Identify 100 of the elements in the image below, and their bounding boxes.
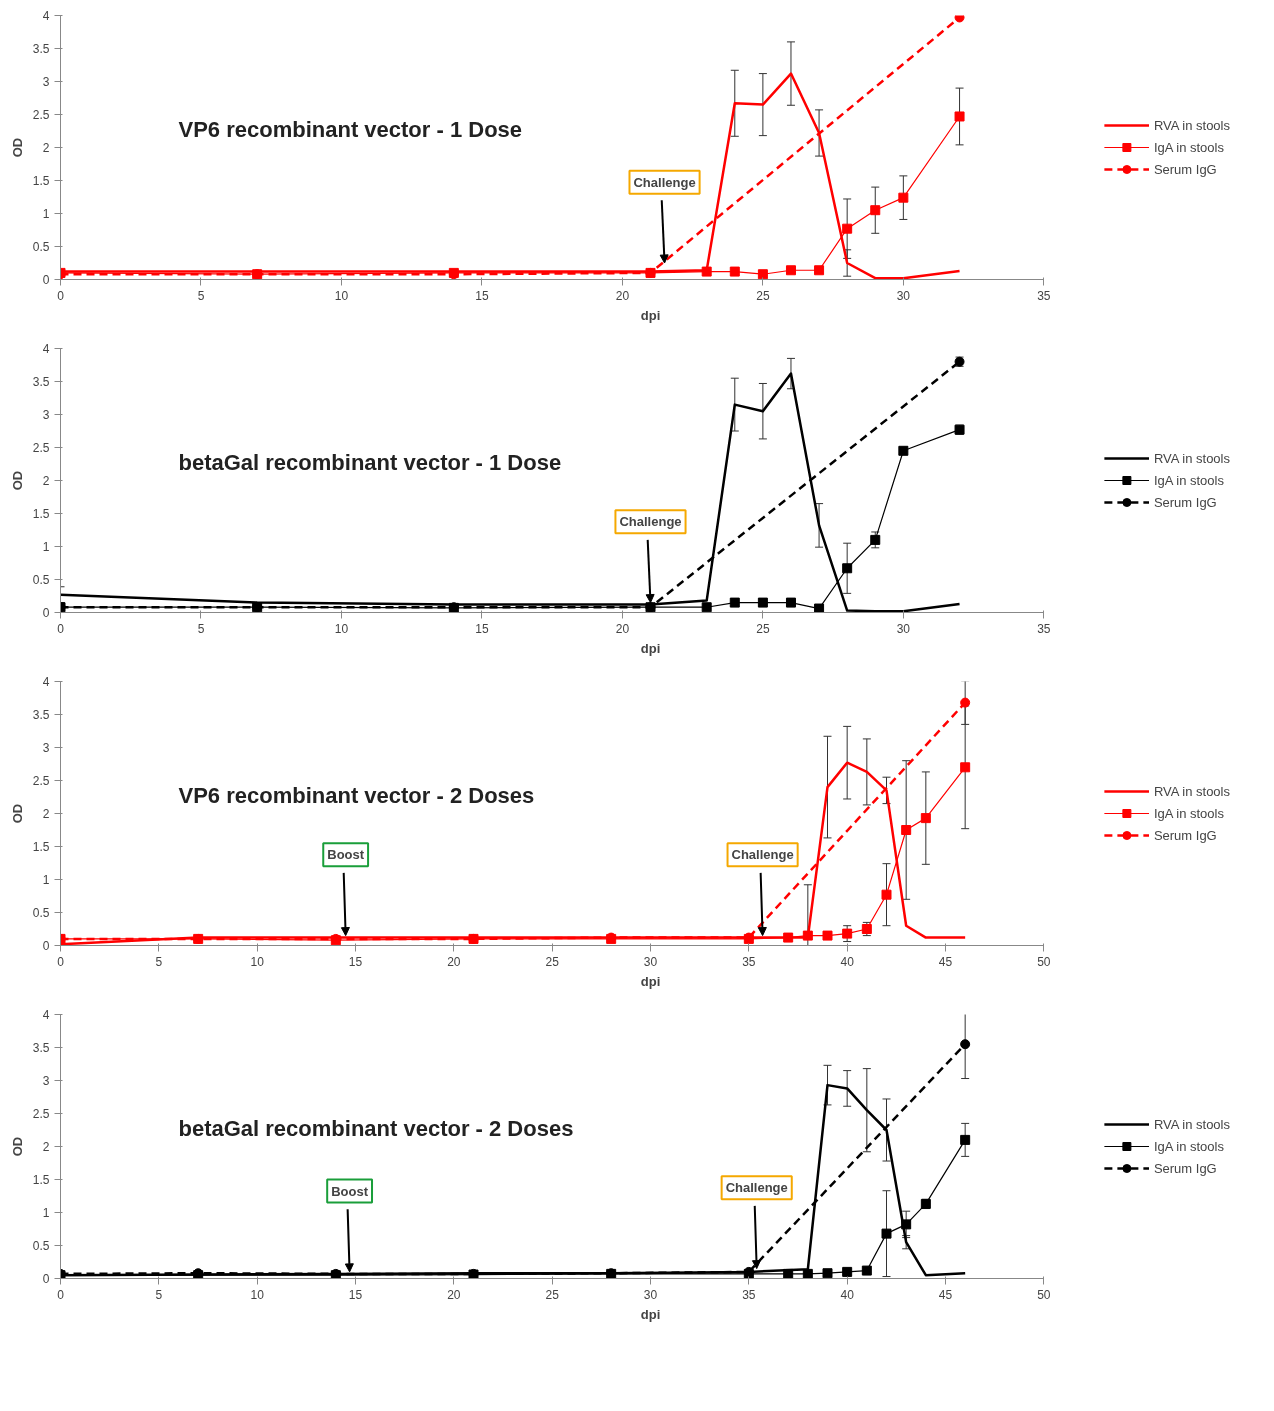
legend-label: Serum IgG [1153,161,1217,177]
y-tick-label: 1.5 [32,1173,50,1187]
y-tick-label: 0.5 [32,240,50,254]
x-tick-label: 35 [742,1287,756,1302]
y-tick-label: 3 [42,1074,50,1088]
x-axis-title: dpi [640,640,661,656]
y-tick-label: 0.5 [32,906,50,920]
text: betaGal recombinant vector - 1 Dose [178,450,562,476]
annotation: Challenge [725,1180,788,1196]
legend-label: RVA in stools [1153,117,1230,133]
y-tick-label: 2 [42,807,50,821]
x-tick-label: 15 [348,954,363,969]
x-tick-label: 0 [57,621,65,636]
y-tick-label: 0 [42,939,50,953]
legend-label: IgA in stools [1153,139,1224,155]
x-tick-label: 10 [250,1287,265,1302]
legend-label: IgA in stools [1153,472,1224,488]
legend-label: Serum IgG [1153,494,1217,510]
y-tick-label: 0.5 [32,573,50,587]
x-tick-label: 5 [197,288,205,303]
x-tick-label: 20 [447,1287,461,1302]
x-tick-label: 35 [742,954,756,969]
y-tick-label: 3 [42,408,50,422]
y-tick-label: 1 [42,207,50,221]
text: VP6 recombinant vector - 1 Dose [178,117,523,143]
x-tick-label: 20 [615,288,630,303]
y-tick-label: 3.5 [32,42,50,56]
y-tick-label: 2.5 [32,441,50,455]
x-tick-label: 40 [840,954,855,969]
x-tick-label: 30 [896,621,911,636]
y-tick-label: 3 [42,741,50,755]
annotation: Boost [327,847,365,863]
text: betaGal recombinant vector - 2 Doses [178,1116,574,1142]
y-tick-label: 2 [42,1140,50,1154]
x-tick-label: 35 [1037,288,1051,303]
x-tick-label: 0 [57,954,65,969]
annotation: Challenge [633,174,696,190]
y-tick-label: 2.5 [32,774,50,788]
x-tick-label: 10 [334,288,349,303]
legend-label: IgA in stools [1153,805,1224,821]
x-tick-label: 25 [545,1287,560,1302]
legend-label: Serum IgG [1153,827,1217,843]
y-axis-title: OD [9,137,25,158]
x-tick-label: 30 [896,288,911,303]
text: VP6 recombinant vector - 2 Doses [178,783,535,809]
x-axis-title: dpi [640,307,661,323]
y-axis-title: OD [9,803,25,824]
y-tick-label: 4 [42,675,50,689]
annotation: Challenge [619,514,682,530]
y-tick-label: 1.5 [32,174,50,188]
x-tick-label: 40 [840,1287,855,1302]
y-tick-label: 2.5 [32,108,50,122]
annotation: Boost [331,1183,369,1199]
y-tick-label: 1 [42,873,50,887]
y-tick-label: 0 [42,273,50,287]
x-tick-label: 20 [447,954,461,969]
y-tick-label: 0.5 [32,1239,50,1253]
x-tick-label: 15 [348,1287,363,1302]
legend-label: Serum IgG [1153,1160,1217,1176]
x-tick-label: 25 [756,621,770,636]
annotation: Challenge [731,847,794,863]
x-tick-label: 15 [475,288,489,303]
x-tick-label: 0 [57,1287,65,1302]
y-tick-label: 3.5 [32,375,50,389]
legend-label: RVA in stools [1153,1116,1230,1132]
y-tick-label: 1 [42,540,50,554]
y-tick-label: 1.5 [32,507,50,521]
x-tick-label: 35 [1037,621,1051,636]
y-tick-label: 4 [42,9,50,23]
x-tick-label: 5 [155,954,163,969]
x-tick-label: 30 [643,1287,658,1302]
y-tick-label: 1 [42,1206,50,1220]
x-tick-label: 45 [938,1287,953,1302]
x-tick-label: 0 [57,288,65,303]
y-tick-label: 3.5 [32,1041,50,1055]
y-tick-label: 1.5 [32,840,50,854]
y-tick-label: 0 [42,1272,50,1286]
legend-label: RVA in stools [1153,783,1230,799]
x-tick-label: 20 [615,621,630,636]
y-tick-label: 4 [42,1008,50,1022]
x-axis-title: dpi [640,973,661,989]
x-tick-label: 15 [475,621,489,636]
y-tick-label: 0 [42,606,50,620]
legend-label: IgA in stools [1153,1138,1224,1154]
legend-label: RVA in stools [1153,450,1230,466]
x-tick-label: 5 [197,621,205,636]
x-tick-label: 30 [643,954,658,969]
x-tick-label: 10 [250,954,265,969]
x-tick-label: 5 [155,1287,163,1302]
x-tick-label: 25 [545,954,560,969]
y-axis-title: OD [9,1136,25,1157]
y-tick-label: 3.5 [32,708,50,722]
y-tick-label: 3 [42,75,50,89]
x-tick-label: 25 [756,288,770,303]
y-tick-label: 2.5 [32,1107,50,1121]
y-axis-title: OD [9,470,25,491]
x-axis-title: dpi [640,1306,661,1322]
y-tick-label: 2 [42,474,50,488]
x-tick-label: 50 [1037,954,1051,969]
x-tick-label: 45 [938,954,953,969]
